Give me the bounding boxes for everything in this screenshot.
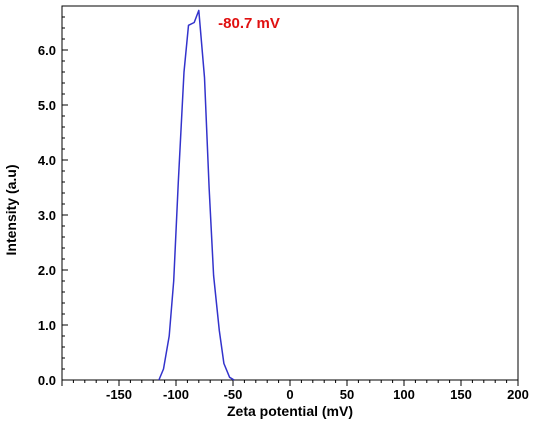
x-axis-title: Zeta potential (mV) (227, 403, 353, 419)
series-line (158, 9, 235, 381)
y-tick-label: 4.0 (38, 153, 56, 168)
y-tick-label: 2.0 (38, 263, 56, 278)
series-group (158, 9, 235, 381)
x-tick-label: 50 (340, 387, 354, 402)
plot-area-frame (61, 5, 519, 381)
x-tick-label: -50 (224, 387, 243, 402)
x-tick-label: 0 (286, 387, 293, 402)
y-tick-label: 6.0 (38, 43, 56, 58)
x-tick-label: -150 (106, 387, 132, 402)
peak-value-annotation: -80.7 mV (218, 15, 280, 32)
x-tick-label: 150 (450, 387, 472, 402)
x-tick-label: -100 (163, 387, 189, 402)
y-tick-label: 0.0 (38, 373, 56, 388)
x-tick-label: 100 (393, 387, 415, 402)
x-tick-label: 200 (507, 387, 529, 402)
y-axis-title: Intensity (a.u) (3, 164, 19, 255)
y-tick-label: 1.0 (38, 318, 56, 333)
y-tick-label: 3.0 (38, 208, 56, 223)
y-tick-label: 5.0 (38, 98, 56, 113)
y-ticks: 0.0 1.0 2.0 3.0 4.0 5.0 6.0 (38, 5, 68, 388)
annotations: -80.7 mV (218, 15, 280, 32)
x-ticks: -150 -100 -50 0 50 100 150 200 (61, 380, 529, 402)
